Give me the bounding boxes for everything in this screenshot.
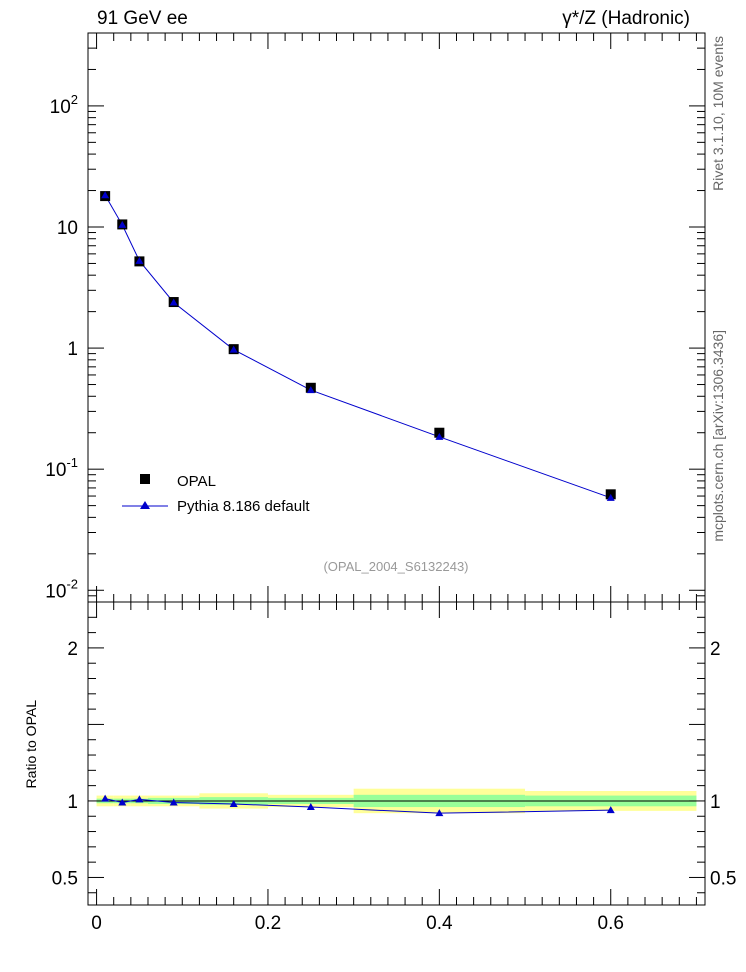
mcplots-label: mcplots.cern.ch [arXiv:1306.3436]	[710, 330, 726, 542]
main-y-tick-label: 10	[57, 218, 78, 239]
ratio-plot-frame	[87, 601, 706, 906]
ratio-x-tick-label: 0.2	[255, 913, 281, 934]
ratio-y-tick-label-left: 0.5	[52, 868, 78, 889]
pythia-ratio-point	[101, 794, 110, 802]
ratio-y-tick-label-right: 0.5	[710, 868, 736, 889]
pythia-ratio-point	[606, 806, 615, 814]
pythia-data-point	[118, 220, 127, 228]
legend-pythia-marker	[140, 501, 150, 509]
main-y-tick-label: 102	[50, 92, 78, 118]
pythia-data-point	[606, 493, 615, 501]
ratio-x-tick-label: 0.6	[598, 913, 624, 934]
main-axis-ticks: 10-2 10-1 1 10 102	[45, 32, 705, 603]
pythia-data-point	[135, 256, 144, 264]
main-y-tick-label: 10-2	[45, 576, 78, 602]
pythia-ratio-point	[229, 800, 238, 807]
ratio-axis-ticks: 0 0.2 0.4 0.6 0.5 0.5 1 1 2 2	[52, 602, 736, 934]
rivet-label: Rivet 3.1.10, 10M events	[710, 36, 726, 191]
legend-pythia-label: Pythia 8.186 default	[177, 498, 310, 515]
pythia-data-point	[101, 191, 110, 199]
ratio-y-tick-label-left: 2	[67, 639, 78, 660]
ratio-x-tick-label: 0	[91, 913, 102, 934]
legend-opal-marker	[140, 474, 150, 484]
ratio-y-tick-label-right: 2	[710, 639, 721, 660]
ratio-y-axis-label: Ratio to OPAL	[23, 700, 39, 789]
pythia-ratio-point	[118, 798, 127, 806]
analysis-watermark: (OPAL_2004_S6132243)	[323, 559, 468, 574]
ratio-y-tick-label-right: 1	[710, 792, 721, 813]
main-plot-frame	[87, 32, 706, 603]
main-plot-marks	[100, 191, 616, 501]
pythia-ratio-point	[306, 803, 315, 811]
pythia-data-point	[435, 432, 444, 440]
legend-opal-label: OPAL	[177, 473, 216, 490]
main-y-tick-label: 1	[67, 339, 78, 360]
opal-data-point	[434, 427, 445, 438]
pythia-data-point	[229, 345, 238, 353]
right-title: γ*/Z (Hadronic)	[562, 8, 690, 29]
pythia-line	[104, 194, 611, 499]
pythia-ratio-line	[105, 798, 611, 814]
main-y-tick-label: 10-1	[45, 455, 78, 481]
legend: OPAL Pythia 8.186 default	[122, 473, 310, 515]
pythia-ratio-point	[135, 795, 144, 803]
ratio-y-tick-label-left: 1	[67, 792, 78, 813]
ratio-plot-marks	[101, 794, 615, 817]
pythia-ratio-point	[435, 809, 444, 817]
ratio-x-tick-label: 0.4	[426, 913, 453, 934]
left-title: 91 GeV ee	[97, 8, 188, 29]
pythia-ratio-point	[169, 798, 178, 806]
pythia-data-point	[169, 298, 178, 306]
ratio-uncertainty-bands	[96, 788, 697, 814]
pythia-data-point	[306, 386, 315, 394]
